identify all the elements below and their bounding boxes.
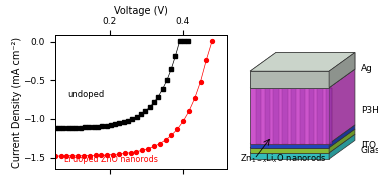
Text: Glass: Glass (361, 146, 378, 155)
Y-axis label: Current Density (mA cm⁻²): Current Density (mA cm⁻²) (12, 37, 22, 168)
Text: Zn$_{1-x}$Li$_x$O nanorods: Zn$_{1-x}$Li$_x$O nanorods (240, 152, 327, 165)
Polygon shape (329, 69, 355, 144)
Text: ITO: ITO (361, 141, 376, 150)
Polygon shape (250, 69, 355, 88)
Text: Ag: Ag (361, 64, 373, 73)
Polygon shape (329, 52, 355, 88)
Text: undoped: undoped (68, 90, 105, 99)
Polygon shape (250, 134, 355, 153)
Polygon shape (250, 153, 329, 159)
Polygon shape (250, 125, 355, 144)
Polygon shape (256, 88, 261, 144)
Polygon shape (329, 134, 355, 159)
Polygon shape (250, 52, 355, 71)
Polygon shape (308, 88, 314, 144)
Polygon shape (318, 88, 323, 144)
Polygon shape (250, 52, 355, 71)
Polygon shape (273, 88, 279, 144)
Polygon shape (265, 88, 270, 144)
Polygon shape (326, 88, 332, 144)
Polygon shape (250, 144, 329, 148)
Polygon shape (250, 71, 329, 88)
Polygon shape (329, 125, 355, 148)
Polygon shape (329, 52, 355, 88)
Polygon shape (329, 129, 355, 153)
Text: P3HT: P3HT (361, 105, 378, 115)
Polygon shape (250, 88, 329, 144)
Text: Li doped ZnO nanorods: Li doped ZnO nanorods (64, 155, 158, 164)
Polygon shape (250, 88, 329, 144)
Polygon shape (282, 88, 288, 144)
Polygon shape (250, 71, 329, 88)
Polygon shape (250, 129, 355, 148)
Polygon shape (291, 88, 296, 144)
Polygon shape (300, 88, 305, 144)
X-axis label: Voltage (V): Voltage (V) (114, 6, 168, 16)
Polygon shape (250, 148, 329, 153)
